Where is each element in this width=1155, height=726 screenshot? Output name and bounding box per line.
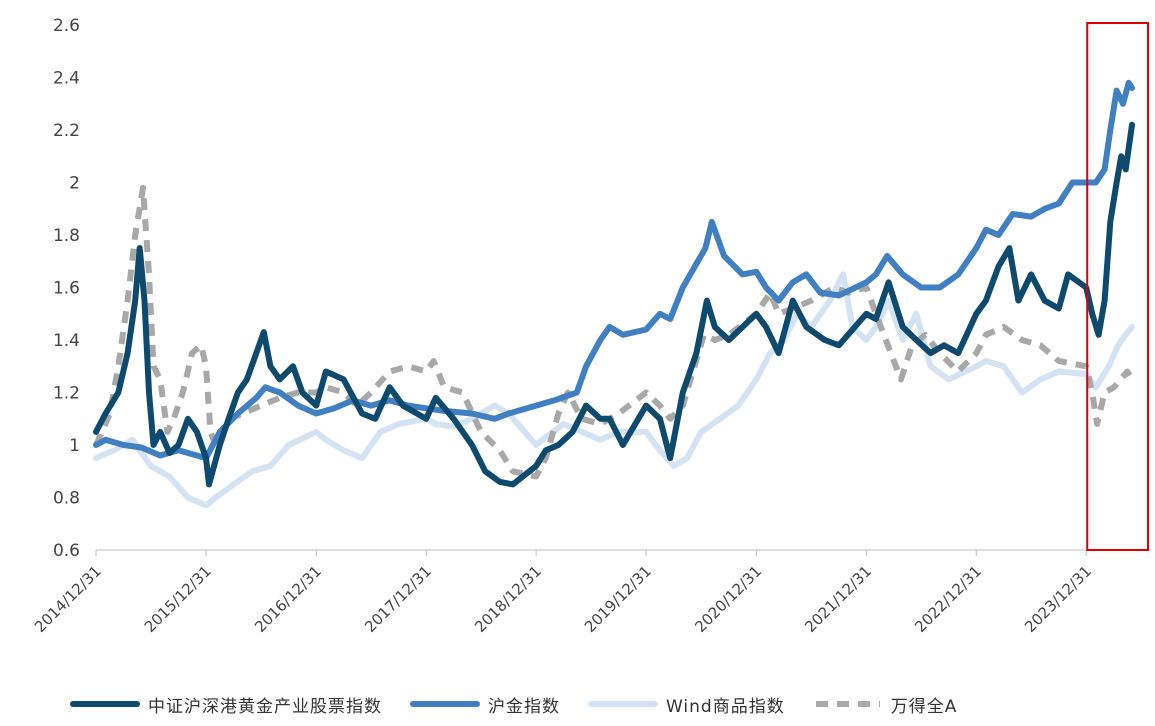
legend-swatch <box>815 701 880 707</box>
x-tick-label: 2018/12/31 <box>471 562 545 636</box>
y-tick-label: 2.4 <box>53 69 80 89</box>
series-line-0 <box>93 121 1135 488</box>
y-tick-label: 2.2 <box>53 121 80 141</box>
y-tick-label: 0.8 <box>53 489 80 509</box>
y-tick-label: 1.8 <box>53 226 80 246</box>
legend-item: Wind商品指数 <box>588 692 785 717</box>
legend-swatch <box>588 701 658 707</box>
y-tick-label: 2 <box>69 174 80 194</box>
highlight-box <box>1086 22 1150 551</box>
y-tick-label: 1.2 <box>53 384 80 404</box>
y-tick-label: 0.6 <box>53 541 80 561</box>
x-tick-label: 2020/12/31 <box>691 562 765 636</box>
x-tick-label: 2015/12/31 <box>141 562 215 636</box>
x-tick-label: 2021/12/31 <box>801 562 875 636</box>
y-tick-label: 1.4 <box>53 331 80 351</box>
legend-label: Wind商品指数 <box>666 696 785 717</box>
x-tick-label: 2017/12/31 <box>361 562 435 636</box>
x-axis: 2014/12/31 2015/12/31 2016/12/31 2017/12/31… <box>31 549 1132 636</box>
legend-item: 沪金指数 <box>410 692 560 717</box>
series-line-2 <box>93 271 1135 509</box>
legend-label: 万得全A <box>890 696 958 717</box>
x-tick-label: 2019/12/31 <box>581 562 655 636</box>
legend: 中证沪深港黄金产业股票指数 沪金指数 Wind商品指数 万得全A <box>70 690 985 718</box>
series-layer <box>93 79 1135 509</box>
series-line-1 <box>93 79 1135 462</box>
x-tick-label: 2016/12/31 <box>251 562 325 636</box>
y-tick-label: 1 <box>69 436 80 456</box>
x-tick-label: 2022/12/31 <box>911 562 985 636</box>
y-tick-label: 2.6 <box>53 16 80 36</box>
series-line-3 <box>93 184 1135 480</box>
legend-label: 中证沪深港黄金产业股票指数 <box>148 696 382 717</box>
line-chart: 0.6 0.8 1 1.2 1.4 1.6 1.8 2 2.2 2.4 2.6 2014/12/31… <box>31 16 1150 636</box>
legend-swatch <box>70 701 140 707</box>
y-tick-label: 1.6 <box>53 279 80 299</box>
x-tick-label: 2023/12/31 <box>1021 562 1095 636</box>
legend-item: 万得全A <box>813 692 958 717</box>
legend-label: 沪金指数 <box>488 696 560 717</box>
x-tick-label: 2014/12/31 <box>31 562 105 636</box>
legend-item: 中证沪深港黄金产业股票指数 <box>70 692 382 717</box>
legend-swatch <box>410 701 480 707</box>
y-axis-ticks: 0.6 0.8 1 1.2 1.4 1.6 1.8 2 2.2 2.4 2.6 <box>53 16 80 561</box>
